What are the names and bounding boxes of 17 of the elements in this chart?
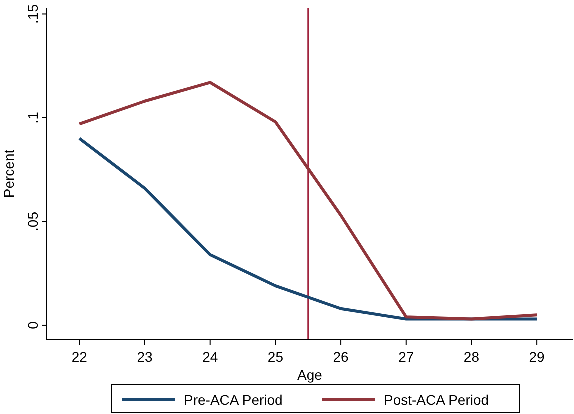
x-tick-label: 28 [464, 349, 480, 365]
x-tick-label: 23 [137, 349, 154, 365]
x-tick-label: 26 [333, 349, 350, 365]
y-axis-title: Percent [1, 150, 17, 198]
x-axis-title: Age [298, 367, 323, 383]
y-tick-label: 0 [25, 321, 41, 330]
x-tick-label: 27 [398, 349, 414, 365]
y-tick-label: .05 [25, 212, 41, 232]
line-series [78, 81, 539, 321]
y-tick-label: .1 [25, 112, 41, 124]
x-tick-label: 24 [202, 349, 218, 365]
x-tick-label: 25 [268, 349, 284, 365]
y-tick-label: .15 [25, 4, 41, 24]
x-tick-label: 22 [72, 349, 88, 365]
legend-label: Pre-ACA Period [184, 392, 283, 408]
x-tick-label: 29 [529, 349, 546, 365]
legend-label: Post-ACA Period [384, 392, 490, 408]
